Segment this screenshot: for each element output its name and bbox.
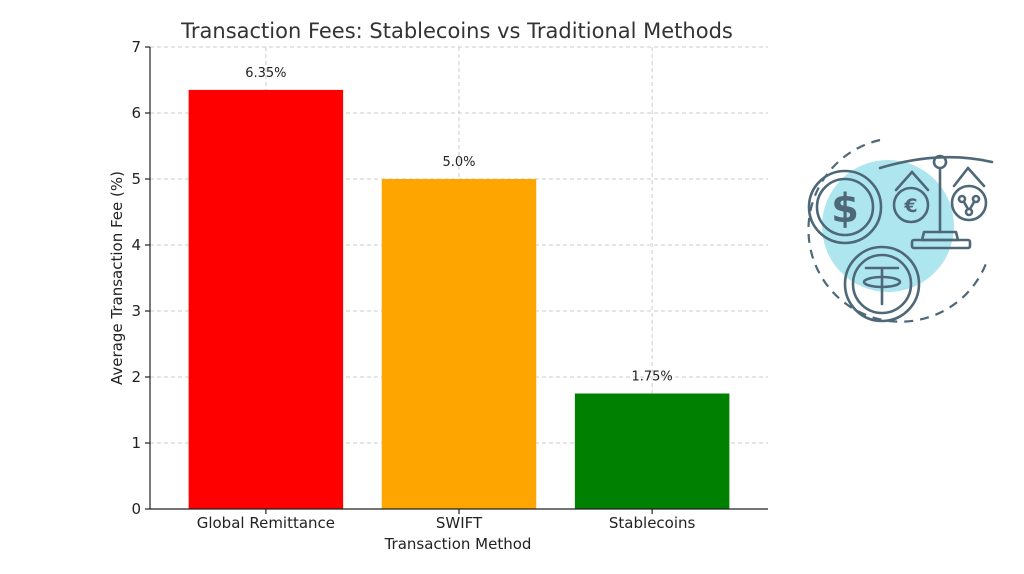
y-tick-label: 7 [131,38,141,56]
y-tick-label: 0 [131,500,141,518]
bar-value-label: 5.0% [442,155,475,170]
dollar-coin-icon: $ [807,169,883,245]
bar-value-label: 1.75% [631,370,672,385]
tether-coin-icon [843,245,921,323]
euro-coin-icon: € [892,186,930,224]
x-axis-ticks: Global Remittance SWIFT Stablecoins [197,509,696,532]
bar [188,89,344,510]
x-axis-title: Transaction Method [384,535,532,553]
chart-title: Transaction Fees: Stablecoins vs Traditi… [180,19,733,43]
bar [574,393,730,509]
y-tick-label: 6 [131,104,141,122]
y-tick-label: 2 [131,368,141,386]
bar-value-label: 6.35% [245,66,286,81]
finance-illustration: € $ [807,138,994,323]
y-axis-title: Average Transaction Fee (%) [108,171,126,385]
data-labels: 6.35% 5.0% 1.75% [245,66,673,385]
y-tick-label: 3 [131,302,141,320]
euro-glyph: € [903,195,917,217]
balance-scale-icon [878,154,994,250]
y-tick-label: 4 [131,236,141,254]
y-tick-label: 1 [131,434,141,452]
x-tick-label: SWIFT [436,514,483,532]
x-tick-label: Stablecoins [609,514,696,532]
dashed-circle-outline [807,138,990,323]
bar [381,179,537,509]
crypto-coin-icon [950,184,988,222]
dollar-glyph: $ [831,186,859,232]
y-tick-label: 5 [131,170,141,188]
y-axis-ticks: 0 1 2 3 4 5 6 7 [131,38,150,518]
x-tick-label: Global Remittance [197,514,335,532]
bars [188,89,730,510]
